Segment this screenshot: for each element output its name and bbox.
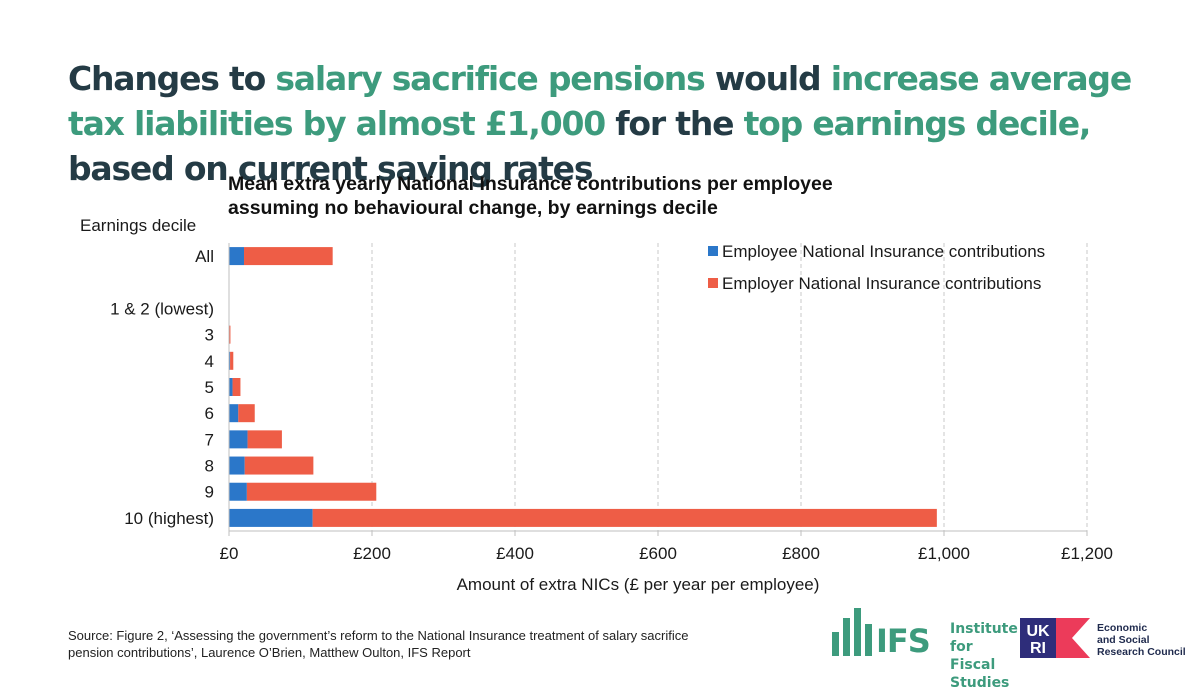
legend-label: Employer National Insurance contribution… [722,274,1041,293]
x-tick-label: £0 [220,544,239,563]
x-tick-label: £600 [639,544,677,563]
headline-part-4: based on current saving rates [68,149,594,188]
bar-employee-nic [229,430,248,449]
chart-title-line-1: Mean extra yearly National Insurance con… [228,173,833,195]
y-tick-label: 7 [205,430,214,449]
ifs-bars-icon [832,608,872,656]
esrc-line-3: Research Council [1097,646,1186,658]
legend-swatch [708,278,718,288]
x-tick-label: £800 [782,544,820,563]
x-tick-label: £1,000 [918,544,970,563]
y-tick-label: 4 [205,352,214,371]
bar-employee-nic [229,456,245,475]
ifs-logo-subtitle-line-1: Institute for [950,621,1018,655]
bar-employer-nic [244,247,333,266]
x-tick-label: £200 [353,544,391,563]
bar-employer-nic [229,325,231,344]
chart-title: Mean extra yearly National Insurance con… [228,172,833,220]
ukri-logo: UK RI [1020,618,1090,658]
ifs-logo: IFS Institute for Fiscal Studies [830,606,1018,691]
bar-employee-nic [229,351,231,370]
x-tick-label: £400 [496,544,534,563]
bar-employee-nic [229,482,247,501]
chart-legend: Employee National Insurance contribution… [708,242,1045,293]
headline-part-2: would [704,59,831,98]
bar-employer-nic [312,508,937,527]
bar-employer-nic [238,404,255,423]
chart-title-line-2: assuming no behavioural change, by earni… [228,197,718,219]
headline-highlight-2: increase average tax liabilities by almo… [68,59,1132,143]
x-tick-label: £1,200 [1061,544,1113,563]
bar-chart: £0 £200 £400 £600 £800 £1,000 £1,200 All 1 & 2 (… [80,216,1113,594]
y-axis-title: Earnings decile [80,216,196,235]
esrc-line-2: and Social [1097,634,1150,646]
headline-highlight-1: salary sacrifice pensions [275,59,705,98]
bar-employer-nic [230,351,234,370]
bar-employee-nic [229,404,239,423]
y-tick-label: 9 [205,483,214,502]
esrc-logo-text: Economic and Social Research Council [1097,622,1186,658]
bar-employer-nic [244,456,314,475]
legend-label: Employee National Insurance contribution… [722,242,1045,261]
y-tick-label: 10 (highest) [124,509,214,528]
ukri-logo-text-1: UK [1026,623,1050,640]
headline-part-3: for the [604,104,744,143]
chart-gridlines [371,243,1088,531]
ifs-logo-name: IFS [876,622,931,660]
bar-employer-nic [232,378,241,396]
ifs-logo-subtitle-line-2: Fiscal Studies [950,657,1010,691]
ifs-logo-subtitle: Institute for Fiscal Studies [950,620,1030,692]
ukri-logo-text-2: RI [1030,640,1046,657]
legend-swatch [708,246,718,256]
headline-part-1: Changes to [68,59,276,98]
y-tick-label: All [195,247,214,266]
bar-employee-nic [229,378,233,396]
bar-employer-nic [246,482,377,501]
y-tick-label: 3 [205,326,214,345]
chart-bars [229,247,937,527]
y-tick-label: 8 [205,457,214,476]
y-tick-label: 5 [205,378,214,397]
source-note: Source: Figure 2, ‘Assessing the governm… [68,628,689,660]
bar-employer-nic [247,430,282,449]
y-tick-label: 6 [205,404,214,423]
bar-employee-nic [229,247,245,266]
headline-highlight-3: top earnings decile, [743,104,1092,143]
y-tick-label: 1 & 2 (lowest) [110,299,214,318]
x-axis-title: Amount of extra NICs (£ per year per emp… [457,575,820,594]
headline: Changes to salary sacrifice pensions wou… [68,56,1178,191]
bar-employee-nic [229,508,313,527]
esrc-line-1: Economic [1097,622,1148,634]
chart-axes: £0 £200 £400 £600 £800 £1,000 £1,200 All 1 & 2 (… [80,216,1113,594]
